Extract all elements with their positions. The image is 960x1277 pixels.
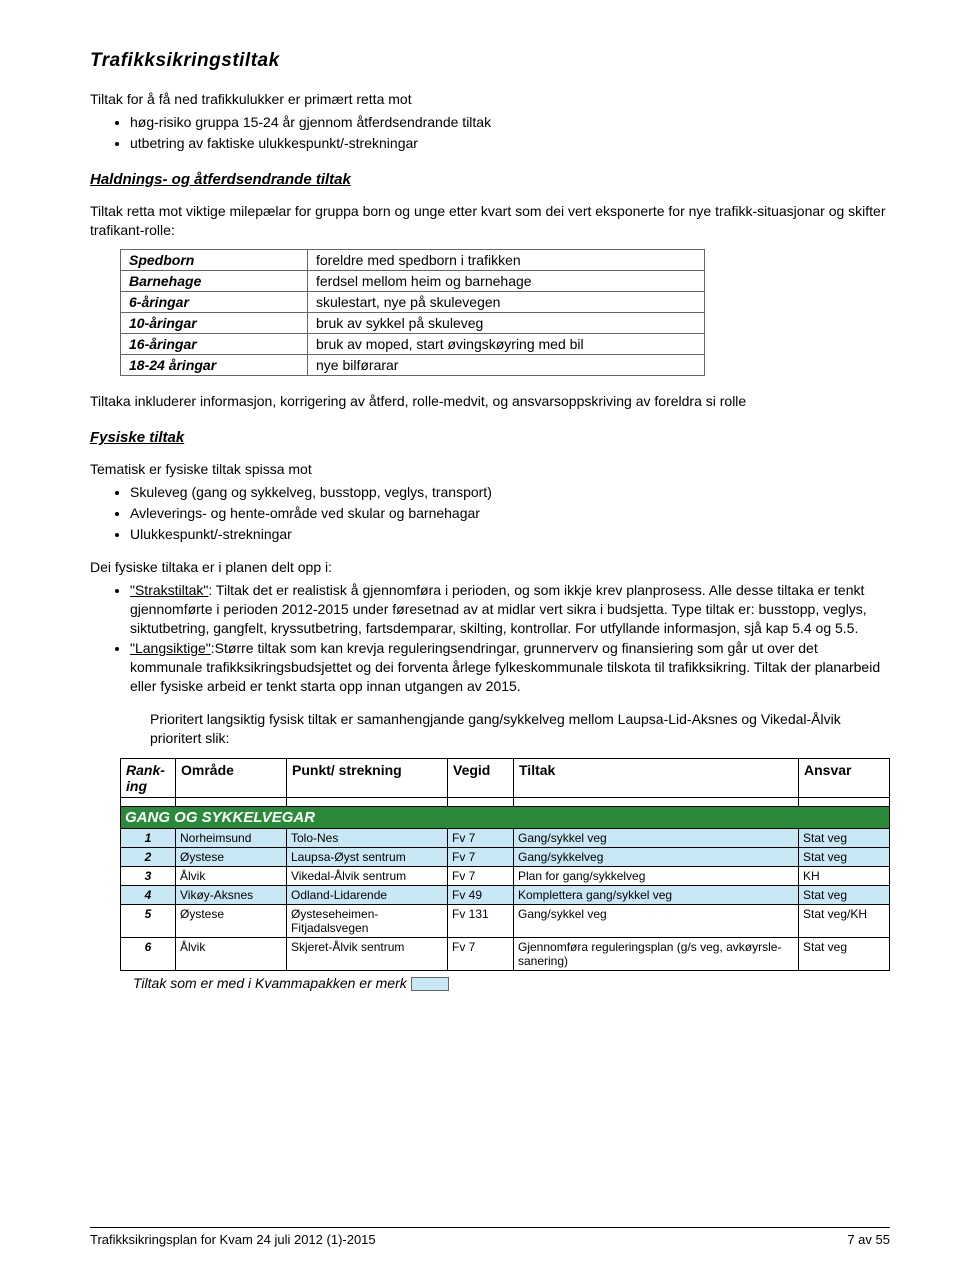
table-row: Spedbornforeldre med spedborn i trafikke… [121, 250, 705, 271]
cell: Øystese [176, 847, 287, 866]
list-item: høg-risiko gruppa 15-24 år gjennom åtfer… [130, 113, 890, 132]
quoted-term: "Strakstiltak" [130, 582, 208, 598]
cell: Fv 7 [448, 828, 514, 847]
cell: Laupsa-Øyst sentrum [287, 847, 448, 866]
col-header: Rank-ing [121, 758, 176, 797]
col-header: Ansvar [799, 758, 890, 797]
cell: Fv 131 [448, 904, 514, 937]
table-row: 18-24 åringarnye bilførarar [121, 355, 705, 376]
list-item: "Strakstiltak": Tiltak det er realistisk… [130, 581, 890, 638]
value-cell: nye bilførarar [308, 355, 705, 376]
key-cell: 18-24 åringar [121, 355, 308, 376]
cell: Fv 7 [448, 847, 514, 866]
intro-paragraph: Tiltak for å få ned trafikkulukker er pr… [90, 90, 890, 109]
value-cell: bruk av sykkel på skuleveg [308, 313, 705, 334]
cell: Stat veg/KH [799, 904, 890, 937]
table-note: Tiltak som er med i Kvammapakken er merk [133, 975, 890, 991]
table-row: 16-åringarbruk av moped, start øvingskøy… [121, 334, 705, 355]
cell: Stat veg [799, 847, 890, 866]
cell: Stat veg [799, 885, 890, 904]
cell: KH [799, 866, 890, 885]
cell: Komplettera gang/sykkel veg [514, 885, 799, 904]
color-swatch [411, 977, 449, 991]
page-footer: Trafikksikringsplan for Kvam 24 juli 201… [90, 1227, 890, 1247]
bullet-text: :Større tiltak som kan krevja regulering… [130, 640, 880, 694]
cell: 1 [121, 828, 176, 847]
list-item: Ulukkespunkt/-strekningar [130, 525, 890, 544]
cell: Plan for gang/sykkelveg [514, 866, 799, 885]
col-header: Vegid [448, 758, 514, 797]
cell: Vikøy-Aksnes [176, 885, 287, 904]
table-row: 6-åringarskulestart, nye på skulevegen [121, 292, 705, 313]
cell: Fv 49 [448, 885, 514, 904]
cell: 4 [121, 885, 176, 904]
cell: Ålvik [176, 866, 287, 885]
list-item: Skuleveg (gang og sykkelveg, busstopp, v… [130, 483, 890, 502]
section-label: GANG OG SYKKELVEGAR [121, 806, 890, 828]
cell: Odland-Lidarende [287, 885, 448, 904]
table-row: 10-åringarbruk av sykkel på skuleveg [121, 313, 705, 334]
cell: Gang/sykkel veg [514, 828, 799, 847]
section-heading: Haldnings- og åtferdsendrande tiltak [90, 171, 890, 188]
key-cell: Barnehage [121, 271, 308, 292]
milestone-table: Spedbornforeldre med spedborn i trafikke… [120, 249, 705, 376]
cell: Øysteseheimen-Fitjadalsvegen [287, 904, 448, 937]
section-row: GANG OG SYKKELVEGAR [121, 806, 890, 828]
cell: 3 [121, 866, 176, 885]
col-header: Punkt/ strekning [287, 758, 448, 797]
table-row [121, 797, 890, 806]
value-cell: skulestart, nye på skulevegen [308, 292, 705, 313]
list-item: "Langsiktige":Større tiltak som kan krev… [130, 639, 890, 696]
page-title: Trafikksikringstiltak [90, 50, 890, 72]
cell: Ålvik [176, 937, 287, 970]
value-cell: foreldre med spedborn i trafikken [308, 250, 705, 271]
cell: Stat veg [799, 937, 890, 970]
cell: 6 [121, 937, 176, 970]
ranking-table: Rank-ing Område Punkt/ strekning Vegid T… [120, 758, 890, 971]
paragraph: Dei fysiske tiltaka er i planen delt opp… [90, 558, 890, 577]
cell: Fv 7 [448, 866, 514, 885]
list-item: utbetring av faktiske ulukkespunkt/-stre… [130, 134, 890, 153]
table-row: 4Vikøy-AksnesOdland-LidarendeFv 49Komple… [121, 885, 890, 904]
paragraph: Tiltak retta mot viktige milepælar for g… [90, 202, 890, 240]
table-row: 2ØysteseLaupsa-Øyst sentrumFv 7Gang/sykk… [121, 847, 890, 866]
cell: Skjeret-Ålvik sentrum [287, 937, 448, 970]
cell: Norheimsund [176, 828, 287, 847]
paragraph: Prioritert langsiktig fysisk tiltak er s… [150, 710, 890, 748]
cell: Øystese [176, 904, 287, 937]
paragraph: Tematisk er fysiske tiltak spissa mot [90, 460, 890, 479]
quoted-term: "Langsiktige" [130, 640, 211, 656]
list-item: Avleverings- og hente-område ved skular … [130, 504, 890, 523]
cell: Gjennomføra reguleringsplan (g/s veg, av… [514, 937, 799, 970]
table-row: 6ÅlvikSkjeret-Ålvik sentrumFv 7Gjennomfø… [121, 937, 890, 970]
division-bullets: "Strakstiltak": Tiltak det er realistisk… [90, 581, 890, 696]
table-row: 5ØysteseØysteseheimen-FitjadalsvegenFv 1… [121, 904, 890, 937]
intro-bullets: høg-risiko gruppa 15-24 år gjennom åtfer… [90, 113, 890, 153]
key-cell: 16-åringar [121, 334, 308, 355]
key-cell: 6-åringar [121, 292, 308, 313]
value-cell: bruk av moped, start øvingskøyring med b… [308, 334, 705, 355]
paragraph: Tiltaka inkluderer informasjon, korriger… [90, 392, 890, 411]
cell: 2 [121, 847, 176, 866]
section-heading: Fysiske tiltak [90, 429, 890, 446]
cell: Gang/sykkelveg [514, 847, 799, 866]
key-cell: Spedborn [121, 250, 308, 271]
cell: Stat veg [799, 828, 890, 847]
bullet-text: : Tiltak det er realistisk å gjennomføra… [130, 582, 867, 636]
table-row: 1NorheimsundTolo-NesFv 7Gang/sykkel vegS… [121, 828, 890, 847]
key-cell: 10-åringar [121, 313, 308, 334]
cell: Gang/sykkel veg [514, 904, 799, 937]
footer-right: 7 av 55 [847, 1232, 890, 1247]
col-header: Tiltak [514, 758, 799, 797]
theme-bullets: Skuleveg (gang og sykkelveg, busstopp, v… [90, 483, 890, 544]
cell: Vikedal-Ålvik sentrum [287, 866, 448, 885]
footer-left: Trafikksikringsplan for Kvam 24 juli 201… [90, 1232, 376, 1247]
table-row: 3ÅlvikVikedal-Ålvik sentrumFv 7Plan for … [121, 866, 890, 885]
table-row: Barnehageferdsel mellom heim og barnehag… [121, 271, 705, 292]
cell: Fv 7 [448, 937, 514, 970]
cell: Tolo-Nes [287, 828, 448, 847]
value-cell: ferdsel mellom heim og barnehage [308, 271, 705, 292]
cell: 5 [121, 904, 176, 937]
col-header: Område [176, 758, 287, 797]
